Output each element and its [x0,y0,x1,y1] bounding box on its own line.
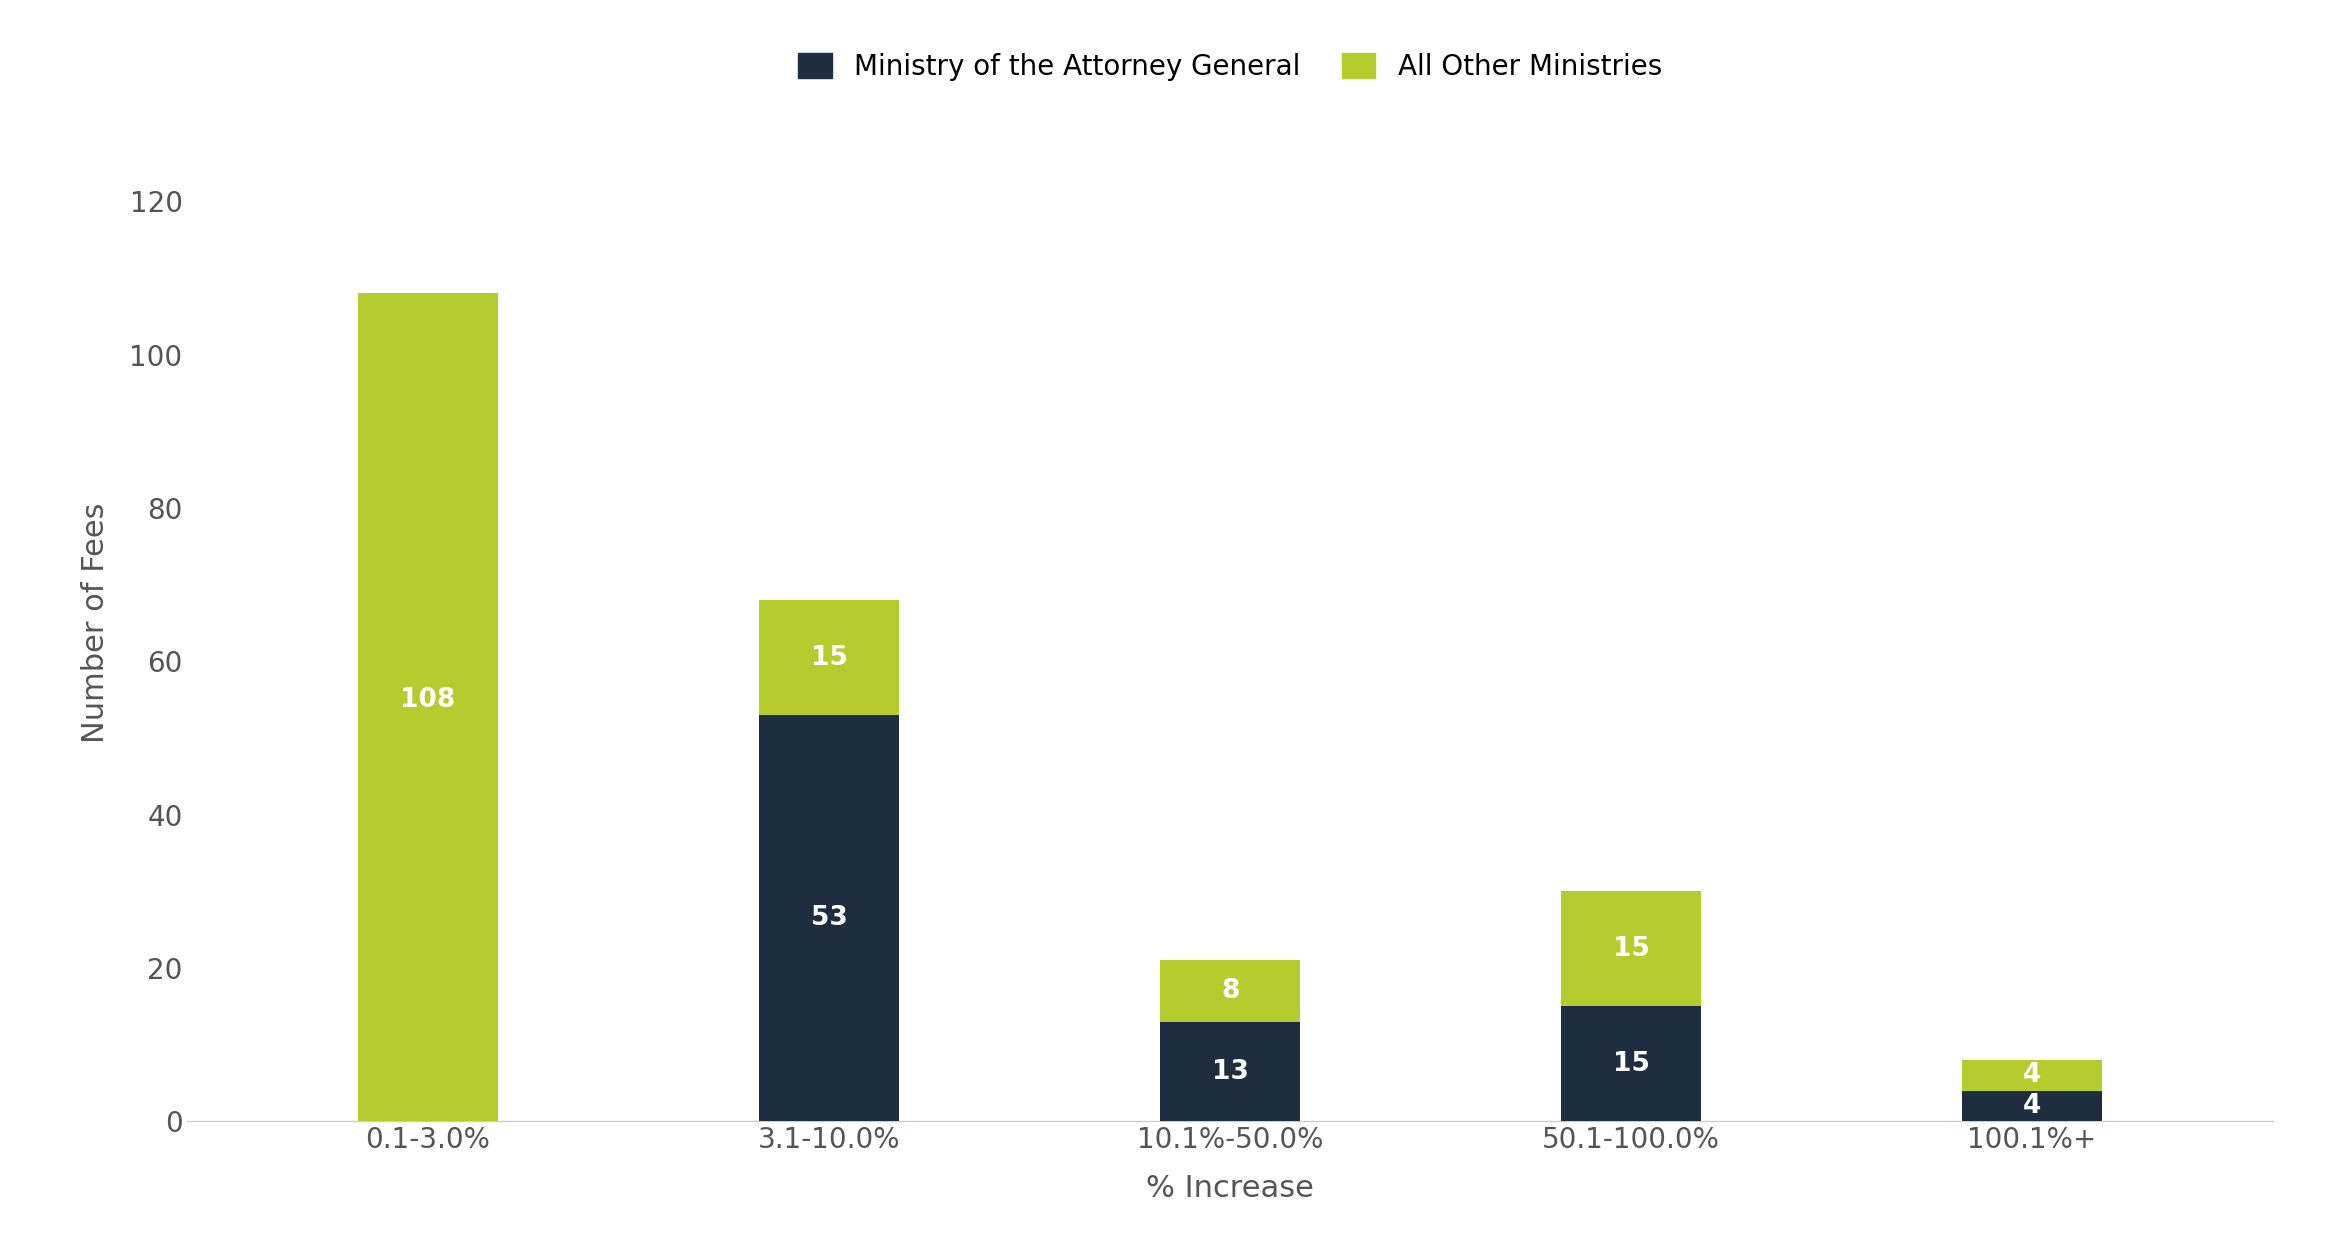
Bar [1160,1022,1300,1121]
Bar [1961,1060,2102,1090]
Text: 53: 53 [811,905,848,931]
Bar [759,601,900,715]
Y-axis label: Number of Fees: Number of Fees [82,502,110,744]
Text: 4: 4 [2022,1093,2041,1119]
Bar [1160,961,1300,1022]
Text: 108: 108 [401,687,455,713]
Text: 13: 13 [1211,1059,1249,1084]
Text: 8: 8 [1221,978,1239,1004]
Bar [1560,891,1701,1007]
Bar [1560,1007,1701,1121]
Text: 15: 15 [1612,936,1649,962]
Bar [1961,1090,2102,1121]
Legend: Ministry of the Attorney General, All Other Ministries: Ministry of the Attorney General, All Ot… [785,39,1675,95]
Bar [358,293,499,1121]
Text: 4: 4 [2022,1063,2041,1089]
X-axis label: % Increase: % Increase [1146,1174,1314,1202]
Bar [759,715,900,1121]
Text: 15: 15 [811,644,848,670]
Text: 15: 15 [1612,1050,1649,1077]
